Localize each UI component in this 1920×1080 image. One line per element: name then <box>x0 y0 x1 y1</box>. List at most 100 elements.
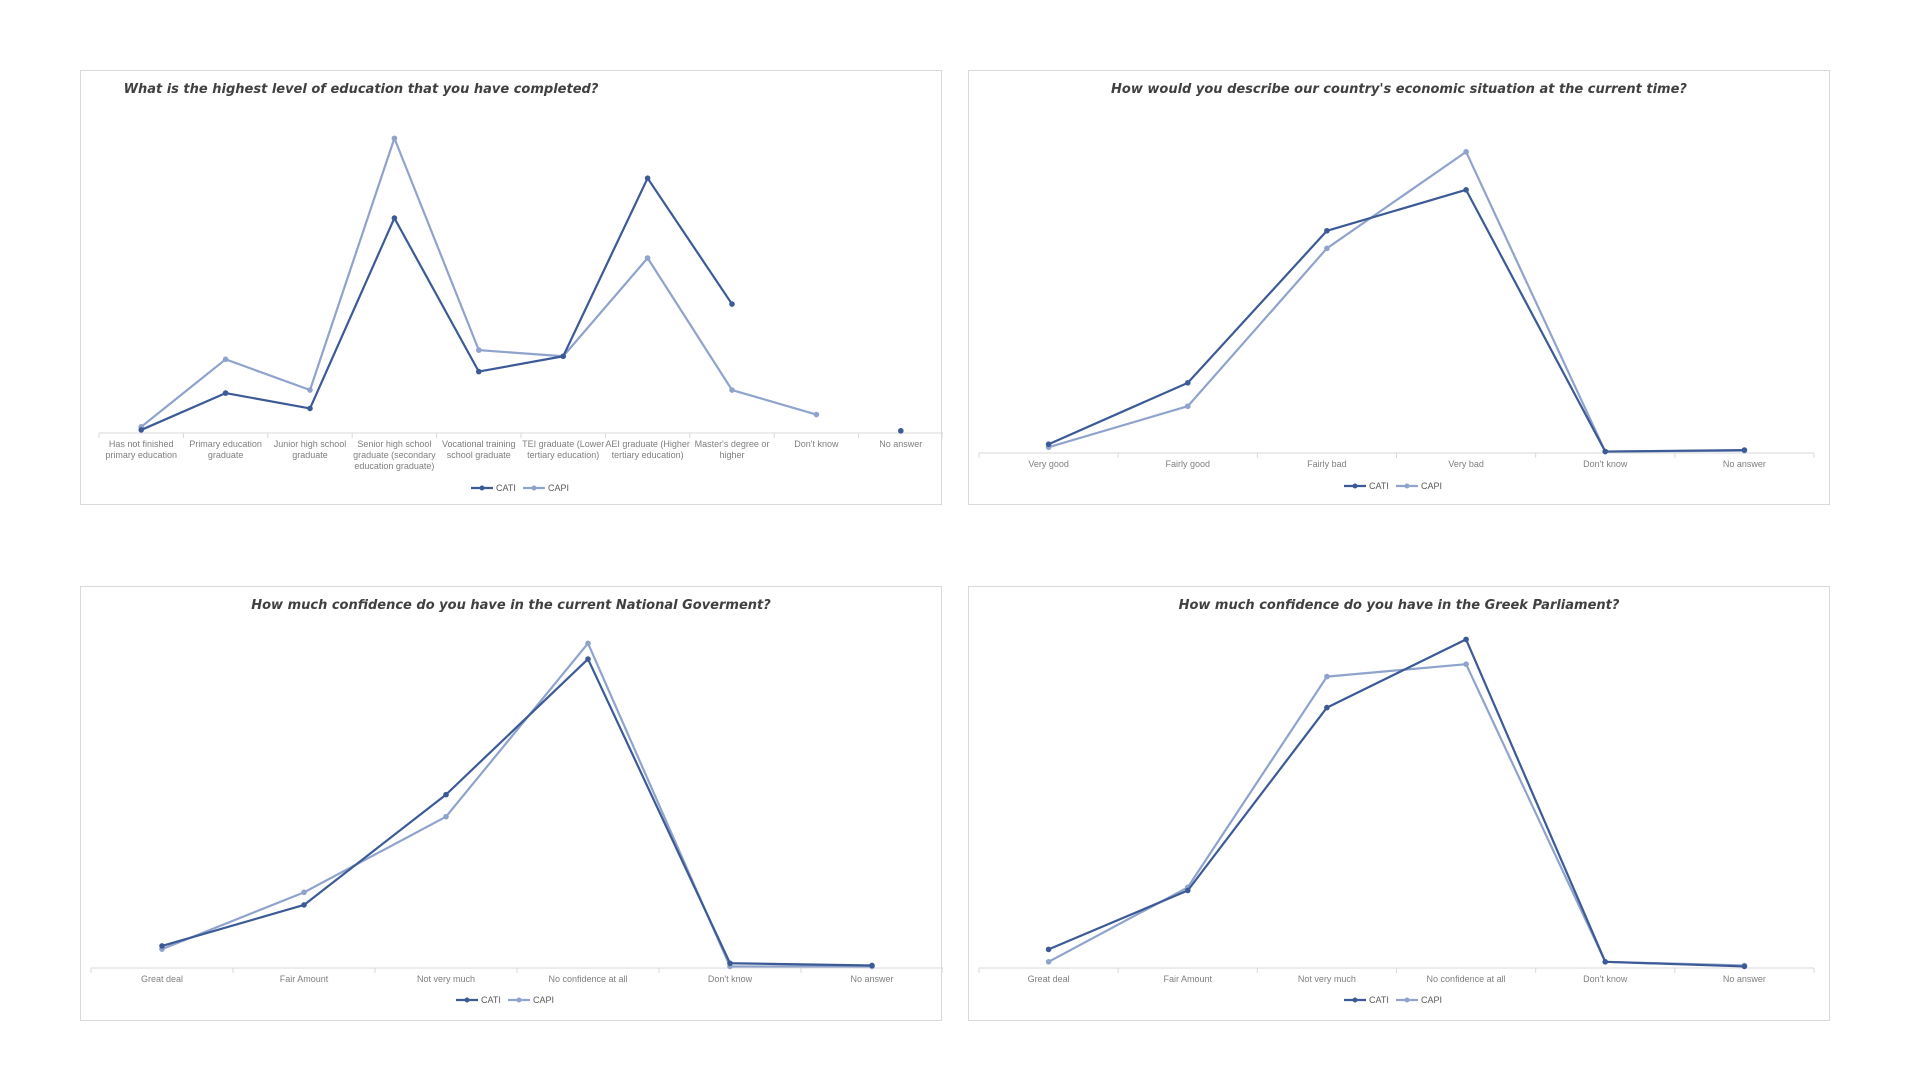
data-point-cati-not-very-much <box>1324 704 1330 711</box>
chart-panel-parliament-confidence: How much confidence do you have in the G… <box>968 586 1830 1021</box>
x-tick-label-no-answer: No answer <box>1723 459 1766 469</box>
legend-label-capi: CAPI <box>548 483 569 493</box>
x-tick-label-not-very-much: Not very much <box>417 974 475 984</box>
chart-panel-government-confidence: How much confidence do you have in the c… <box>80 586 943 1021</box>
data-point-cati-master-s-degree-or-higher <box>729 301 735 307</box>
x-tick-label-don-t-know: Don't know <box>708 974 753 984</box>
series-line-capi <box>1048 663 1745 967</box>
x-tick-label-very-good: Very good <box>1028 459 1069 469</box>
data-point-capi-junior-high-school-graduate <box>307 387 313 393</box>
data-point-cati-vocational-training-school-graduate <box>476 368 482 375</box>
x-tick-label-no-confidence-at-all: No confidence at all <box>1427 974 1506 984</box>
series-line-cati <box>161 657 873 967</box>
data-point-cati-junior-high-school-graduate <box>307 405 313 412</box>
x-tick-label-no-answer: No answer <box>879 439 922 449</box>
x-tick-label-no-answer: No answer <box>850 974 893 984</box>
data-point-capi-vocational-training-school-graduate <box>476 347 482 353</box>
data-point-cati-don-t-know <box>727 960 733 967</box>
data-point-capi-no-confidence-at-all <box>585 640 591 647</box>
x-tick-label-fair-amount: Fair Amount <box>1163 974 1212 984</box>
x-tick-label-don-t-know: Don't know <box>1583 459 1628 469</box>
data-point-cati-fairly-good <box>1184 380 1191 386</box>
data-point-capi-don-t-know <box>813 411 820 418</box>
legend-label-capi: CAPI <box>533 995 554 1005</box>
series-line-cati <box>1048 638 1745 968</box>
legend-marker-capi <box>516 997 522 1003</box>
data-point-capi-master-s-degree-or-higher <box>729 387 735 393</box>
data-point-cati-no-answer <box>898 428 904 434</box>
data-point-cati-no-answer <box>869 962 875 969</box>
data-point-cati-not-very-much <box>443 791 449 798</box>
data-point-cati-very-good <box>1045 441 1052 448</box>
data-point-capi-fair-amount <box>301 889 307 896</box>
data-point-cati-don-t-know <box>1602 959 1609 965</box>
data-point-cati-fair-amount <box>301 902 307 908</box>
legend-marker-capi <box>531 485 537 491</box>
x-tick-label-great-deal: Great deal <box>1028 974 1070 984</box>
data-point-cati-great-deal <box>1045 946 1052 953</box>
x-tick-label-vocational-training-school-graduate: Vocational training school graduate <box>442 439 516 460</box>
x-tick-label-aei-graduate-higher-tertiary-education: AEI graduate (Higher tertiary education) <box>605 439 690 460</box>
x-tick-label-don-t-know: Don't know <box>794 439 839 449</box>
data-point-cati-don-t-know <box>1602 448 1609 455</box>
x-tick-label-fairly-bad: Fairly bad <box>1307 459 1347 469</box>
data-point-capi-not-very-much <box>443 813 449 820</box>
x-tick-label-great-deal: Great deal <box>141 974 183 984</box>
data-point-capi-senior-high-school-graduate-secondary-education-graduate <box>391 135 398 142</box>
chart-panel-economic-situation: How would you describe our country's eco… <box>968 70 1830 505</box>
chart-title: How much confidence do you have in the c… <box>251 598 771 613</box>
data-point-capi-primary-education-graduate <box>222 356 229 363</box>
legend-marker-cati <box>479 485 485 491</box>
data-point-cati-no-answer <box>1741 447 1748 453</box>
x-tick-label-master-s-degree-or-higher: Master's degree or higher <box>695 439 770 460</box>
x-tick-label-not-very-much: Not very much <box>1298 974 1356 984</box>
chart-title: What is the highest level of education t… <box>124 82 599 97</box>
data-point-cati-fair-amount <box>1184 887 1191 894</box>
chart-title: How much confidence do you have in the G… <box>1179 598 1620 613</box>
x-tick-label-fairly-good: Fairly good <box>1165 459 1210 469</box>
x-tick-label-tei-graduate-lower-tertiary-education: TEI graduate (Lower tertiary education) <box>522 439 604 460</box>
data-point-cati-tei-graduate-lower-tertiary-education <box>560 353 566 360</box>
x-tick-label-no-answer: No answer <box>1723 974 1766 984</box>
x-tick-label-very-bad: Very bad <box>1448 459 1484 469</box>
chart-title: How would you describe our country's eco… <box>1111 82 1687 97</box>
series-line-capi <box>1048 150 1745 453</box>
legend-label-cati: CATI <box>1369 481 1389 491</box>
data-point-cati-very-bad <box>1463 187 1469 193</box>
legend-marker-cati <box>464 997 470 1003</box>
legend-label-capi: CAPI <box>1421 481 1442 491</box>
legend-marker-cati <box>1352 483 1358 489</box>
data-point-cati-aei-graduate-higher-tertiary-education <box>644 175 651 181</box>
data-point-cati-senior-high-school-graduate-secondary-education-graduate <box>391 215 398 221</box>
legend-label-cati: CATI <box>481 995 501 1005</box>
x-tick-label-primary-education-graduate: Primary education graduate <box>189 439 262 460</box>
series-line-capi <box>161 642 872 968</box>
data-point-capi-fairly-good <box>1184 403 1191 410</box>
data-point-cati-no-confidence-at-all <box>1463 636 1469 643</box>
x-tick-label-fair-amount: Fair Amount <box>280 974 329 984</box>
series-line-capi <box>140 137 817 428</box>
government-confidence-chart: How much confidence do you have in the c… <box>90 598 943 1005</box>
data-point-capi-not-very-much <box>1324 673 1330 680</box>
economic-situation-chart: How would you describe our country's eco… <box>978 82 1815 491</box>
data-point-cati-fairly-bad <box>1324 227 1330 234</box>
series-line-cati <box>1048 188 1745 453</box>
data-point-cati-primary-education-graduate <box>222 390 229 396</box>
data-point-cati-has-not-finished-primary-education <box>138 427 144 433</box>
data-point-cati-great-deal <box>159 943 165 949</box>
x-tick-label-no-confidence-at-all: No confidence at all <box>548 974 627 984</box>
x-tick-label-junior-high-school-graduate: Junior high school graduate <box>274 439 347 460</box>
legend-label-capi: CAPI <box>1421 995 1442 1005</box>
data-point-cati-no-confidence-at-all <box>585 656 591 662</box>
legend-marker-cati <box>1352 997 1358 1003</box>
series-line-cati <box>140 177 733 431</box>
x-tick-label-senior-high-school-graduate-secondary-education-graduate: Senior high school graduate (secondary edu… <box>353 439 436 471</box>
legend-label-cati: CATI <box>496 483 516 493</box>
legend-marker-capi <box>1404 483 1410 489</box>
legend-label-cati: CATI <box>1369 995 1389 1005</box>
data-point-capi-fairly-bad <box>1324 245 1330 252</box>
data-point-capi-aei-graduate-higher-tertiary-education <box>644 255 651 261</box>
data-point-capi-great-deal <box>1045 959 1052 965</box>
data-point-capi-no-confidence-at-all <box>1463 661 1469 667</box>
data-point-capi-very-bad <box>1463 149 1469 155</box>
